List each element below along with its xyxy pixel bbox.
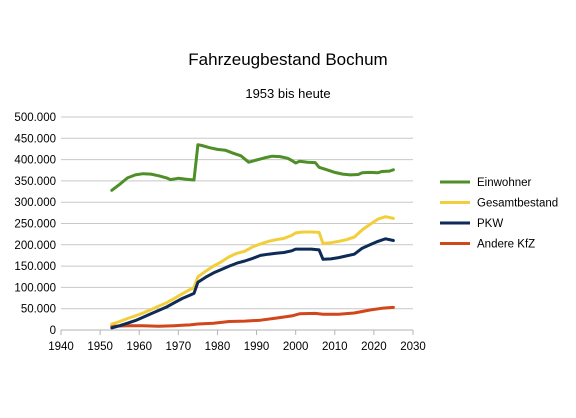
y-tick-label: 150.000: [14, 261, 56, 273]
series-line-gesamtbestand: [110, 215, 395, 326]
x-tick-label: 2030: [400, 341, 426, 353]
chart-title: Fahrzeugbestand Bochum: [188, 50, 388, 69]
y-axis-tick-labels: 0 50.000 100.000 150.000 200.000 250.000 300.0…: [14, 112, 56, 337]
chart-subtitle: 1953 bis heute: [245, 86, 331, 101]
x-tick-label: 2010: [322, 341, 348, 353]
x-axis: 1940 1950 1960 1970 1980 1990 2000 2010 2020 2030: [48, 329, 426, 353]
series-line-pkw: [110, 237, 395, 330]
legend: Einwohner Gesamtbestand PKW Andere KfZ: [440, 177, 558, 251]
y-tick-label: 300.000: [14, 197, 56, 209]
y-tick-label: 50.000: [21, 304, 56, 316]
y-tick-label: 400.000: [14, 155, 56, 167]
y-tick-label: 450.000: [14, 133, 56, 145]
y-tick-label: 500.000: [14, 112, 56, 124]
x-tick-label: 1960: [126, 341, 152, 353]
y-tick-label: 100.000: [14, 282, 56, 294]
legend-label: Einwohner: [477, 177, 532, 189]
x-tick-label: 1980: [205, 341, 231, 353]
y-tick-label: 250.000: [14, 219, 56, 231]
x-tick-label: 1990: [244, 341, 270, 353]
x-tick-label: 2000: [283, 341, 309, 353]
series-line-andere-kfz: [110, 305, 395, 328]
x-tick-label: 1970: [166, 341, 192, 353]
y-tick-label: 0: [50, 325, 56, 337]
y-tick-label: 350.000: [14, 176, 56, 188]
x-tick-label: 1940: [48, 341, 74, 353]
legend-label: PKW: [477, 218, 503, 230]
x-tick-label: 2020: [361, 341, 387, 353]
series-lines: [110, 143, 395, 330]
x-tick-label: 1950: [87, 341, 113, 353]
y-tick-label: 200.000: [14, 240, 56, 252]
legend-label: Gesamtbestand: [477, 198, 558, 210]
legend-label: Andere KfZ: [477, 239, 535, 251]
gridlines: [61, 116, 413, 310]
series-line-einwohner: [110, 143, 395, 192]
